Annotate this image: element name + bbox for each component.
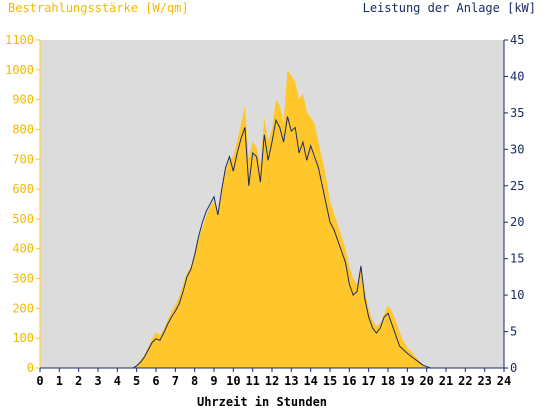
x-tick-label: 21 xyxy=(439,374,453,388)
x-axis-title: Uhrzeit in Stunden xyxy=(197,395,327,408)
right-tick-label: 30 xyxy=(510,142,524,156)
x-tick-label: 16 xyxy=(342,374,356,388)
left-tick-label: 400 xyxy=(12,242,34,256)
right-tick-label: 0 xyxy=(510,361,517,375)
x-tick-label: 17 xyxy=(361,374,375,388)
right-tick-label: 5 xyxy=(510,325,517,339)
x-tick-label: 20 xyxy=(419,374,433,388)
right-tick-label: 15 xyxy=(510,252,524,266)
right-tick-label: 45 xyxy=(510,33,524,47)
left-tick-label: 300 xyxy=(12,272,34,286)
left-axis-ticks: 0 100 200 300 400 500 600 700 800 900 1000 1100 xyxy=(5,33,40,375)
x-tick-label: 12 xyxy=(265,374,279,388)
x-tick-label: 9 xyxy=(210,374,217,388)
right-tick-label: 25 xyxy=(510,179,524,193)
right-tick-label: 40 xyxy=(510,69,524,83)
left-tick-label: 600 xyxy=(12,182,34,196)
x-tick-label: 11 xyxy=(245,374,259,388)
x-tick-label: 23 xyxy=(477,374,491,388)
x-tick-label: 8 xyxy=(191,374,198,388)
x-tick-label: 5 xyxy=(133,374,140,388)
x-tick-label: 10 xyxy=(226,374,240,388)
x-tick-label: 3 xyxy=(94,374,101,388)
right-tick-label: 20 xyxy=(510,215,524,229)
left-tick-label: 500 xyxy=(12,212,34,226)
x-axis-ticks: 0 1 2 3 4 5 6 7 8 9 10 11 12 13 14 15 16 17 18 19 20 21 22 23 24 xyxy=(36,368,511,388)
x-tick-label: 15 xyxy=(323,374,337,388)
left-tick-label: 100 xyxy=(12,331,34,345)
right-tick-label: 10 xyxy=(510,288,524,302)
x-tick-label: 7 xyxy=(172,374,179,388)
power-line xyxy=(40,116,504,369)
x-tick-label: 22 xyxy=(458,374,472,388)
left-tick-label: 800 xyxy=(12,122,34,136)
x-tick-label: 0 xyxy=(36,374,43,388)
right-tick-label: 35 xyxy=(510,106,524,120)
right-axis-ticks: 0 5 10 15 20 25 30 35 40 45 xyxy=(504,33,524,375)
x-tick-label: 24 xyxy=(497,374,511,388)
x-tick-label: 2 xyxy=(75,374,82,388)
x-tick-label: 13 xyxy=(284,374,298,388)
x-tick-label: 6 xyxy=(152,374,159,388)
left-tick-label: 0 xyxy=(27,361,34,375)
left-tick-label: 1000 xyxy=(5,63,34,77)
left-tick-label: 200 xyxy=(12,301,34,315)
x-tick-label: 18 xyxy=(381,374,395,388)
x-tick-label: 1 xyxy=(56,374,63,388)
chart-right-axis-title: Leistung der Anlage [kW] xyxy=(363,1,536,15)
x-tick-label: 14 xyxy=(303,374,317,388)
x-tick-label: 4 xyxy=(114,374,121,388)
left-tick-label: 900 xyxy=(12,93,34,107)
chart-left-axis-title: Bestrahlungsstärke [W/qm] xyxy=(8,1,189,15)
irradiance-area xyxy=(40,69,504,368)
left-tick-label: 700 xyxy=(12,152,34,166)
x-tick-label: 19 xyxy=(400,374,414,388)
left-tick-label: 1100 xyxy=(5,33,34,47)
